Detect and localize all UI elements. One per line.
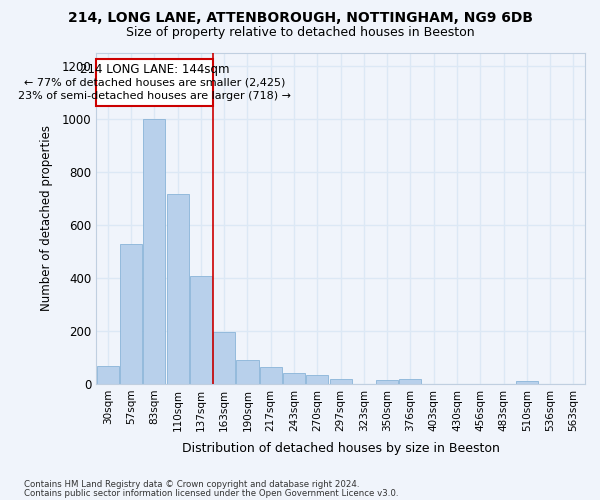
Bar [400, 378, 421, 384]
Text: 23% of semi-detached houses are larger (718) →: 23% of semi-detached houses are larger (… [18, 90, 291, 101]
Text: ← 77% of detached houses are smaller (2,425): ← 77% of detached houses are smaller (2,… [23, 78, 285, 88]
Bar [190, 276, 212, 384]
FancyBboxPatch shape [96, 59, 212, 106]
Y-axis label: Number of detached properties: Number of detached properties [40, 125, 53, 311]
Bar [516, 382, 538, 384]
Text: 214, LONG LANE, ATTENBOROUGH, NOTTINGHAM, NG9 6DB: 214, LONG LANE, ATTENBOROUGH, NOTTINGHAM… [67, 11, 533, 25]
Text: Size of property relative to detached houses in Beeston: Size of property relative to detached ho… [125, 26, 475, 39]
Text: Contains HM Land Registry data © Crown copyright and database right 2024.: Contains HM Land Registry data © Crown c… [24, 480, 359, 489]
Text: Contains public sector information licensed under the Open Government Licence v3: Contains public sector information licen… [24, 490, 398, 498]
Bar [283, 374, 305, 384]
Bar [306, 376, 328, 384]
Bar [97, 366, 119, 384]
Bar [260, 368, 282, 384]
Bar [376, 380, 398, 384]
Bar [167, 194, 188, 384]
Bar [236, 360, 259, 384]
Bar [213, 332, 235, 384]
Bar [329, 380, 352, 384]
X-axis label: Distribution of detached houses by size in Beeston: Distribution of detached houses by size … [182, 442, 500, 455]
Bar [120, 244, 142, 384]
Bar [143, 119, 166, 384]
Text: 214 LONG LANE: 144sqm: 214 LONG LANE: 144sqm [80, 63, 229, 76]
